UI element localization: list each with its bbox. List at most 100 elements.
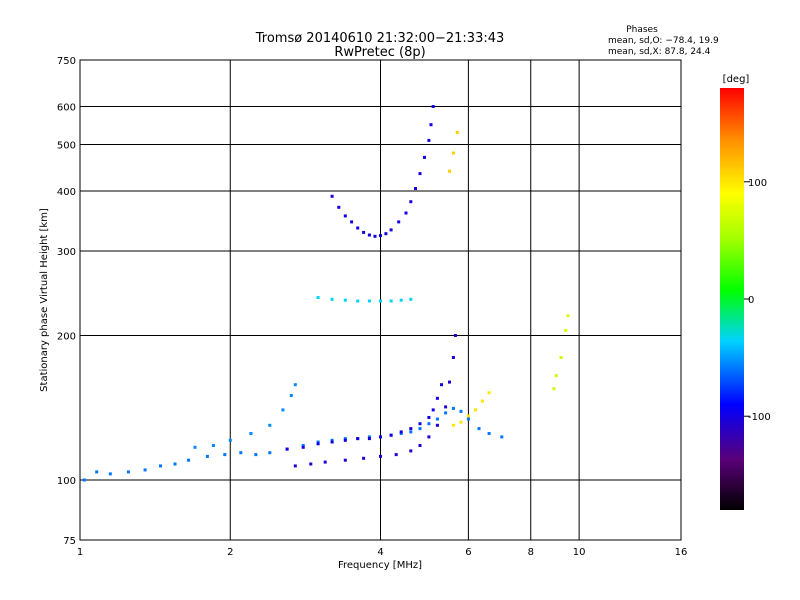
colorbar-tick-label: 100	[748, 178, 767, 189]
data-point	[268, 423, 272, 427]
data-point	[367, 435, 371, 439]
colorbar-label: [deg]	[723, 74, 750, 85]
data-point	[559, 356, 563, 359]
data-point	[343, 438, 347, 442]
data-point	[394, 453, 398, 457]
data-point	[480, 399, 484, 403]
colorbar	[720, 88, 744, 510]
data-point	[293, 383, 297, 387]
data-point	[440, 383, 443, 387]
y-tick-label: 200	[57, 332, 76, 343]
data-point	[301, 445, 305, 449]
data-point	[173, 462, 177, 466]
data-point	[193, 445, 197, 449]
data-point	[435, 423, 439, 427]
data-point	[427, 422, 431, 426]
data-point	[373, 234, 377, 238]
data-point	[159, 464, 162, 468]
data-point	[435, 396, 439, 400]
data-point	[323, 460, 327, 464]
data-point	[435, 417, 439, 421]
data-point	[418, 422, 422, 426]
data-point	[453, 334, 457, 337]
data-point	[474, 408, 477, 412]
data-point	[384, 232, 388, 236]
data-point	[330, 297, 334, 301]
y-tick-label: 300	[57, 247, 76, 258]
x-tick-label: 2	[227, 547, 233, 558]
y-axis-ticks: 75 100 200 300 400 500 600 750	[57, 56, 76, 547]
data-point	[239, 451, 243, 455]
data-point	[367, 299, 371, 303]
data-point	[356, 437, 360, 441]
data-point	[95, 470, 99, 474]
data-point	[254, 453, 258, 457]
chart-subtitle: RwPretec (8p)	[334, 45, 425, 60]
data-point	[343, 214, 347, 218]
data-point	[223, 453, 227, 457]
colorbar-ticks: 100 0 -100	[744, 178, 771, 423]
data-point	[448, 169, 451, 173]
data-point	[431, 105, 435, 108]
colorbar-tick-label: 0	[748, 295, 754, 306]
plot-area	[79, 59, 682, 541]
data-point	[404, 211, 408, 215]
data-point	[427, 435, 431, 439]
data-point	[451, 151, 455, 155]
data-point	[126, 470, 130, 474]
data-point	[409, 430, 413, 434]
data-point	[281, 408, 285, 412]
x-axis-label: Frequency [MHz]	[338, 560, 422, 571]
data-point	[330, 440, 334, 444]
data-point	[409, 449, 413, 453]
grid	[80, 60, 681, 540]
data-point	[143, 468, 147, 472]
data-point	[285, 447, 289, 451]
data-point	[477, 427, 481, 431]
data-point	[414, 187, 417, 190]
x-tick-label: 10	[573, 547, 586, 558]
y-tick-label: 400	[57, 187, 76, 198]
x-tick-label: 4	[377, 547, 383, 558]
data-point	[187, 458, 191, 462]
data-point	[205, 454, 209, 458]
data-point	[367, 437, 371, 441]
x-tick-label: 1	[77, 547, 83, 558]
data-point	[429, 123, 433, 127]
y-tick-label: 600	[57, 103, 76, 114]
data-point	[451, 423, 455, 427]
data-point	[399, 430, 403, 434]
data-point	[444, 405, 448, 409]
data-point	[249, 432, 253, 435]
x-tick-label: 16	[675, 547, 688, 558]
data-point	[487, 432, 491, 435]
chart-title: Tromsø 20140610 21:32:00−21:33:43	[255, 31, 505, 46]
data-point	[418, 444, 422, 447]
data-point	[289, 394, 293, 397]
data-point	[566, 314, 570, 318]
data-point	[564, 328, 568, 332]
data-point	[459, 409, 463, 413]
data-point	[455, 130, 459, 134]
data-point	[330, 438, 334, 442]
x-tick-label: 6	[465, 547, 471, 558]
data-point	[427, 416, 431, 419]
data-point	[350, 220, 354, 224]
data-point	[337, 205, 341, 209]
data-point	[431, 408, 435, 412]
data-point	[108, 472, 112, 476]
data-point	[82, 478, 86, 482]
y-tick-label: 750	[57, 56, 76, 67]
data-point	[427, 138, 431, 142]
data-point	[389, 433, 393, 437]
data-point	[301, 444, 305, 447]
data-point	[500, 435, 504, 439]
data-point	[487, 391, 491, 395]
data-point	[362, 456, 366, 460]
data-point	[409, 427, 413, 431]
data-point	[552, 387, 556, 391]
data-point	[466, 417, 470, 421]
data-point	[268, 451, 272, 455]
data-point	[418, 172, 422, 176]
